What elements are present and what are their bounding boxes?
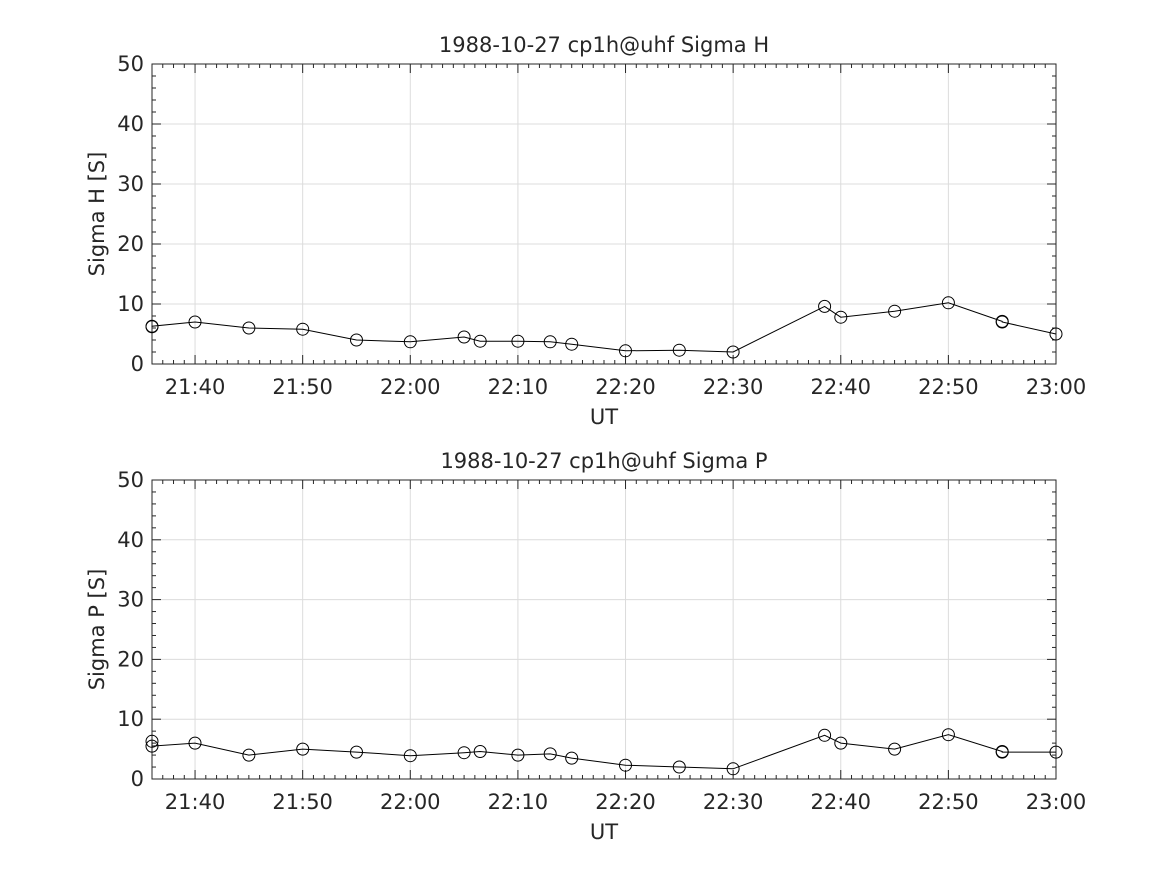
x-tick-label: 21:40: [165, 790, 226, 814]
y-tick-label: 30: [117, 172, 144, 196]
x-tick-label: 22:50: [918, 790, 979, 814]
y-tick-label: 0: [131, 352, 144, 376]
x-axis-label: UT: [590, 405, 618, 429]
x-tick-label: 22:30: [703, 790, 764, 814]
y-tick-label: 20: [117, 647, 144, 671]
x-tick-label: 21:40: [165, 375, 226, 399]
x-tick-label: 22:30: [703, 375, 764, 399]
chart-title: 1988-10-27 cp1h@uhf Sigma P: [440, 449, 767, 473]
y-tick-label: 10: [117, 707, 144, 731]
y-tick-label: 20: [117, 232, 144, 256]
x-tick-label: 22:10: [488, 790, 549, 814]
x-axis-label: UT: [590, 820, 618, 844]
x-tick-label: 22:20: [595, 790, 656, 814]
plot-area: [152, 64, 1056, 364]
y-tick-label: 10: [117, 292, 144, 316]
plot-area: [152, 480, 1056, 779]
sigma-h-panel: 21:40 21:50 22:00 22:10 22:20 22:30 22:40 22:50…: [85, 33, 1086, 429]
sigma-p-panel: 21:40 21:50 22:00 22:10 22:20 22:30 22:40 22:50…: [85, 449, 1086, 844]
x-tick-label: 21:50: [272, 375, 333, 399]
y-tick-label: 30: [117, 588, 144, 612]
x-tick-label: 23:00: [1026, 375, 1087, 399]
y-axis-label: Sigma P [S]: [85, 569, 109, 691]
y-axis-label: Sigma H [S]: [85, 152, 109, 277]
y-tick-label: 0: [131, 767, 144, 791]
x-tick-label: 23:00: [1026, 790, 1087, 814]
chart-title: 1988-10-27 cp1h@uhf Sigma H: [439, 33, 769, 57]
x-tick-label: 21:50: [272, 790, 333, 814]
x-tick-label: 22:20: [595, 375, 656, 399]
x-tick-label: 22:00: [380, 375, 441, 399]
y-tick-label: 40: [117, 528, 144, 552]
x-tick-label: 22:10: [488, 375, 549, 399]
x-tick-label: 22:40: [810, 790, 871, 814]
y-tick-label: 50: [117, 52, 144, 76]
x-tick-label: 22:50: [918, 375, 979, 399]
x-tick-label: 22:00: [380, 790, 441, 814]
x-tick-label: 22:40: [810, 375, 871, 399]
y-tick-label: 40: [117, 112, 144, 136]
y-tick-label: 50: [117, 468, 144, 492]
